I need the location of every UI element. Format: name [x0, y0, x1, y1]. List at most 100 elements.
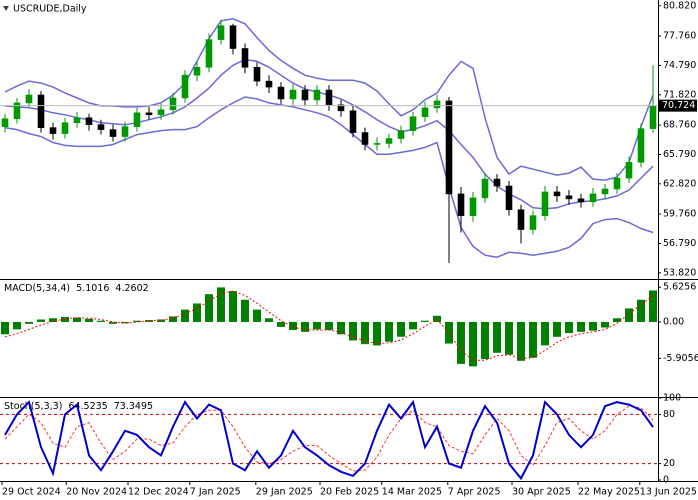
macd-signal: [4, 290, 654, 361]
macd-bar: [505, 321, 513, 355]
y-tick-label: 62.820: [663, 178, 696, 189]
candle-body: [229, 25, 237, 49]
candle-body: [301, 89, 309, 101]
candle-body: [493, 178, 501, 187]
candle-body: [277, 86, 285, 100]
macd-bar: [421, 320, 429, 322]
macd-bar: [49, 318, 57, 322]
x-tick-label: 29 Oct 2024: [2, 487, 61, 498]
macd-bar: [493, 321, 501, 353]
candle-body: [133, 112, 141, 127]
macd-bar: [253, 309, 261, 322]
macd-bar: [301, 321, 309, 332]
stoch-signal-last-value: 73.3495: [114, 401, 153, 412]
macd-bar: [325, 321, 333, 330]
candle-body: [445, 100, 453, 195]
macd-bar: [433, 315, 441, 322]
candle-body: [1, 118, 9, 127]
candle-body: [73, 117, 81, 123]
macd-bar: [337, 321, 345, 335]
macd-bar: [625, 308, 633, 322]
macd-bar: [145, 320, 153, 322]
macd-bar: [541, 321, 549, 346]
last-price-label: 70.724: [662, 100, 695, 111]
candle-body: [313, 89, 321, 101]
stoch-last-value: 64.5235: [68, 401, 107, 412]
candle-body: [109, 129, 117, 137]
candle-body: [601, 188, 609, 195]
macd-bar: [517, 321, 525, 361]
x-tick-label: 20 Nov 2024: [66, 487, 127, 498]
macd-bar: [193, 303, 201, 322]
candle-body: [457, 193, 465, 216]
candle-body: [433, 100, 441, 109]
candle-body: [49, 127, 57, 134]
candle-body: [193, 66, 201, 76]
indicator-title: MACD(5,34,4) 5.1016 4.2602: [4, 283, 149, 294]
chart-title: USCRUDE,Daily: [13, 4, 87, 15]
y-tick-label: 80.820: [663, 0, 696, 11]
macd-bar: [97, 320, 105, 322]
macd-bar: [1, 321, 9, 335]
candle-body: [589, 193, 597, 203]
macd-bar: [109, 321, 117, 324]
candle-body: [13, 102, 21, 120]
x-tick-label: 20 Feb 2025: [320, 487, 379, 498]
macd-bar: [169, 316, 177, 322]
candle-body: [25, 94, 33, 104]
y-tick-label: 5.6256: [663, 282, 696, 293]
candle-body: [637, 128, 645, 163]
macd-bar: [217, 287, 225, 322]
candle-body: [181, 74, 189, 99]
candle-body: [565, 195, 573, 200]
macd-bar: [481, 321, 489, 359]
macd-bar: [121, 321, 129, 324]
candle-body: [253, 66, 261, 82]
candle-body: [217, 25, 225, 40]
macd-bar: [157, 319, 165, 322]
macd-bar: [601, 321, 609, 328]
candle-body: [625, 161, 633, 179]
candle-body: [121, 126, 129, 137]
candle-body: [529, 215, 537, 230]
y-tick-label: 74.790: [663, 60, 696, 71]
macd-bar: [529, 321, 537, 358]
x-tick-label: 22 May 2025: [578, 487, 640, 498]
x-tick-label: 13 Jun 2025: [640, 487, 697, 498]
macd-bar: [133, 320, 141, 322]
y-tick-label: -5.9056: [663, 353, 698, 364]
candle-body: [169, 97, 177, 111]
candle-body: [397, 130, 405, 139]
macd-bar: [265, 318, 273, 322]
last-price-box: [659, 99, 697, 112]
macd-bar: [397, 321, 405, 337]
macd-bar: [553, 321, 561, 337]
macd-bar: [349, 321, 357, 341]
stoch-signal: [4, 405, 654, 472]
candle-body: [373, 143, 381, 145]
candle-body: [385, 138, 393, 144]
macd-bar: [241, 299, 249, 322]
y-tick-label: 59.760: [663, 209, 696, 220]
macd-bar: [13, 321, 21, 330]
macd-bar: [457, 321, 465, 364]
y-tick-label: 56.790: [663, 238, 696, 249]
candle-body: [541, 191, 549, 216]
macd-signal-last-value: 4.2602: [115, 283, 148, 294]
x-tick-label: 7 Jan 2025: [190, 487, 241, 498]
macd-bar: [25, 321, 33, 324]
candle-body: [325, 89, 333, 106]
macd-bar: [73, 317, 81, 322]
macd-bar: [565, 321, 573, 334]
candle-body: [421, 107, 429, 118]
y-tick-label: 71.820: [663, 89, 696, 100]
candle-body: [613, 177, 621, 190]
y-tick-label: 80: [663, 409, 675, 420]
x-tick-label: 30 Apr 2025: [512, 487, 571, 498]
macd-bar: [205, 294, 213, 322]
candle-body: [205, 39, 213, 68]
macd-bar: [385, 321, 393, 342]
macd-bar: [649, 290, 657, 322]
